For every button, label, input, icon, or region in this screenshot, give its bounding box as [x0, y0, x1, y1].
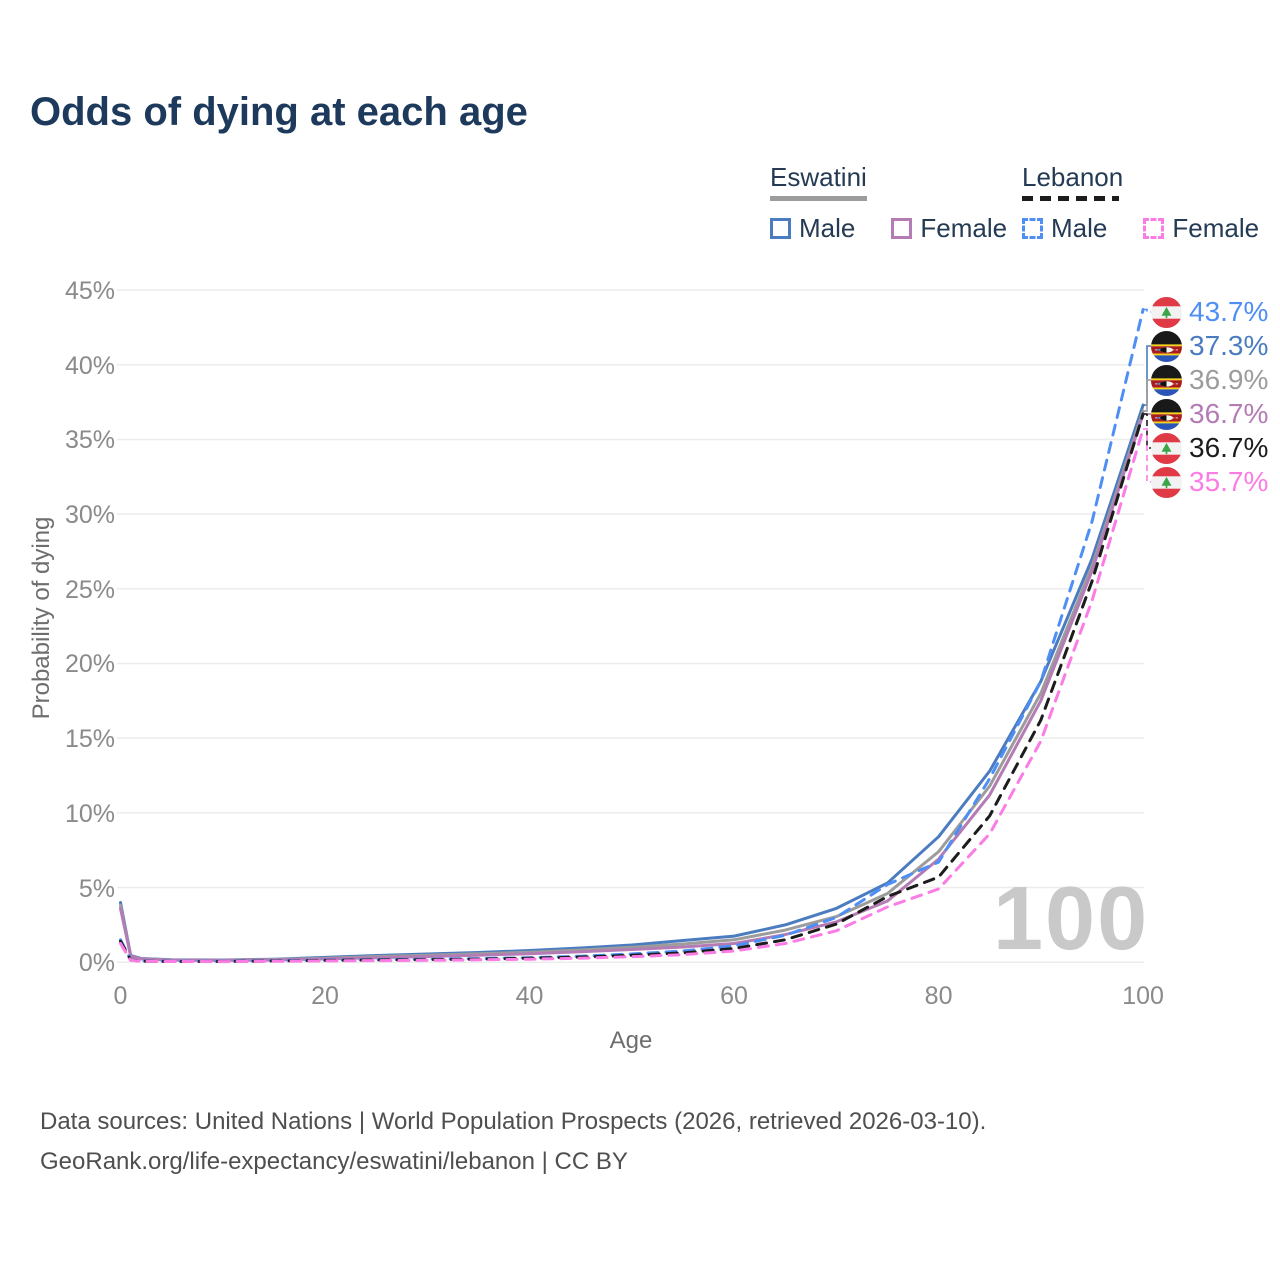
y-tick-label: 20% [64, 650, 115, 679]
y-tick-label: 10% [64, 799, 115, 828]
end-label-value: 36.9% [1189, 364, 1269, 395]
legend-group-eswatini: Eswatini Male Female [770, 162, 1007, 244]
eswatini-flag-icon [1151, 398, 1182, 430]
age-watermark: 100 [993, 869, 1150, 969]
x-tick-label: 0 [113, 982, 128, 1010]
y-tick-label: 40% [64, 351, 115, 380]
page-title: Odds of dying at each age [30, 90, 528, 134]
series-line-1[interactable] [119, 409, 1145, 962]
lebanon-male-swatch-icon [1022, 218, 1043, 239]
lebanon-line-style-swatch [1022, 196, 1119, 201]
y-tick-label: 45% [64, 277, 115, 306]
x-tick-label: 80 [924, 982, 953, 1010]
y-tick-label: 25% [64, 575, 115, 604]
legend-group-lebanon: Lebanon Male Female [1022, 162, 1259, 244]
end-label-eswatini-both-sexes: 36.9% [1151, 364, 1268, 396]
end-label-leader [1143, 308, 1151, 313]
y-tick-label: 35% [64, 426, 115, 455]
legend-item-lebanon-male[interactable]: Male [1022, 213, 1107, 244]
end-label-leader [1143, 379, 1151, 412]
y-tick-label: 5% [78, 874, 115, 903]
lebanon-flag-icon [1151, 432, 1182, 464]
lebanon-flag-icon [1151, 466, 1182, 498]
y-tick-label: 0% [78, 949, 115, 978]
end-label-value: 43.7% [1189, 296, 1269, 327]
series-line-2[interactable] [119, 412, 1145, 962]
end-label-lebanon-female: 35.7% [1151, 466, 1268, 498]
end-label-eswatini-female: 36.7% [1151, 398, 1268, 430]
x-axis-title: Age [609, 1027, 653, 1054]
legend-item-lebanon-female[interactable]: Female [1143, 213, 1259, 244]
legend-item-label: Female [920, 213, 1008, 243]
eswatini-female-swatch-icon [891, 218, 913, 239]
attribution-note: GeoRank.org/life-expectancy/eswatini/leb… [40, 1148, 628, 1175]
legend-item-label: Male [799, 213, 856, 243]
end-label-value: 36.7% [1189, 432, 1269, 463]
eswatini-male-swatch-icon [770, 218, 791, 239]
data-source-note: Data sources: United Nations | World Pop… [40, 1108, 987, 1135]
eswatini-flag-icon [1151, 330, 1182, 362]
legend-item-label: Female [1172, 213, 1260, 243]
legend-item-eswatini-male[interactable]: Male [770, 213, 855, 244]
end-label-eswatini-male: 37.3% [1151, 330, 1268, 362]
end-label-value: 36.7% [1189, 398, 1269, 429]
x-tick-label: 40 [515, 982, 544, 1010]
eswatini-flag-icon [1151, 364, 1182, 396]
series-line-5[interactable] [119, 427, 1145, 964]
end-label-lebanon-male: 43.7% [1151, 296, 1268, 328]
end-label-lebanon-both-sexes: 36.7% [1151, 432, 1268, 464]
end-label-value: 35.7% [1189, 466, 1269, 497]
legend-item-label: Male [1051, 213, 1108, 243]
end-label-leader [1143, 428, 1151, 483]
end-label-value: 37.3% [1189, 330, 1269, 361]
x-tick-label: 20 [311, 982, 339, 1010]
eswatini-line-style-swatch [770, 196, 867, 201]
x-tick-label: 100 [1122, 982, 1164, 1010]
lebanon-female-swatch-icon [1143, 218, 1165, 239]
series-line-0[interactable] [119, 403, 1145, 962]
end-label-leader [1143, 345, 1151, 406]
series-line-3[interactable] [119, 308, 1145, 963]
legend-country-lebanon[interactable]: Lebanon [1022, 162, 1124, 192]
x-tick-label: 60 [720, 982, 748, 1010]
y-axis-title: Probability of dying [28, 516, 55, 720]
legend-country-eswatini[interactable]: Eswatini [770, 162, 867, 192]
series-line-4[interactable] [119, 412, 1145, 963]
y-tick-label: 15% [64, 725, 115, 754]
lebanon-flag-icon [1151, 296, 1182, 328]
legend-item-eswatini-female[interactable]: Female [891, 213, 1007, 244]
y-tick-label: 30% [64, 501, 115, 530]
